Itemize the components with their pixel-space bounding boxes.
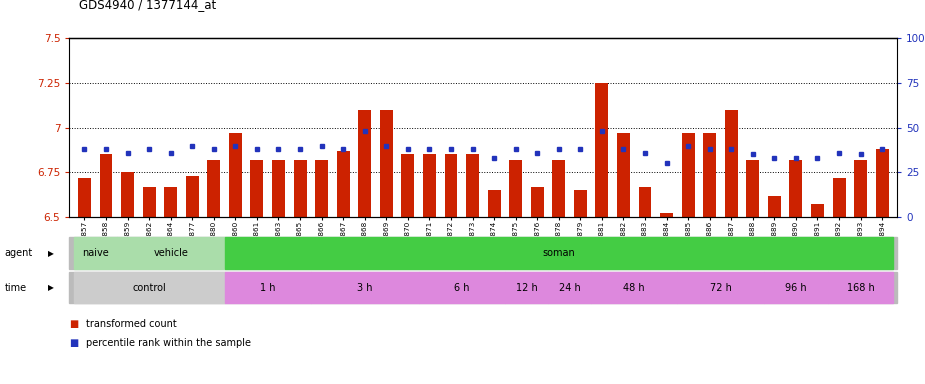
Bar [293,160,306,217]
Bar [617,133,630,217]
Bar [746,160,759,217]
Bar [165,187,178,217]
Text: 48 h: 48 h [623,283,645,293]
Bar [380,110,393,217]
Bar [228,133,241,217]
Bar [531,187,544,217]
Text: 6 h: 6 h [454,283,470,293]
Text: ▶: ▶ [48,283,54,292]
Text: ■: ■ [69,319,79,329]
Bar [876,149,889,217]
Bar [638,187,651,217]
Text: GDS4940 / 1377144_at: GDS4940 / 1377144_at [79,0,216,12]
Bar [811,204,824,217]
Bar [207,160,220,217]
Text: 24 h: 24 h [559,283,580,293]
Bar [423,154,436,217]
Text: 12 h: 12 h [515,283,537,293]
Bar [768,195,781,217]
Text: agent: agent [5,248,33,258]
Bar [251,160,264,217]
Bar [100,154,113,217]
Bar [682,133,695,217]
Bar [78,178,91,217]
Text: 72 h: 72 h [709,283,732,293]
Text: naive: naive [82,248,108,258]
Bar [703,133,716,217]
Bar [358,110,371,217]
Bar [854,160,867,217]
Bar [186,176,199,217]
Bar [660,214,673,217]
Text: 168 h: 168 h [846,283,874,293]
Text: 1 h: 1 h [260,283,276,293]
Bar [121,172,134,217]
Text: 96 h: 96 h [785,283,807,293]
Text: 3 h: 3 h [357,283,373,293]
Text: percentile rank within the sample: percentile rank within the sample [86,338,251,348]
Bar [337,151,350,217]
Text: transformed count: transformed count [86,319,177,329]
Bar [596,83,609,217]
Bar [725,110,738,217]
Text: ▶: ▶ [48,248,54,258]
Bar [552,160,565,217]
Text: vehicle: vehicle [154,248,188,258]
Bar [832,178,845,217]
Bar [789,160,802,217]
Bar [574,190,586,217]
Text: soman: soman [542,248,575,258]
Text: time: time [5,283,27,293]
Text: control: control [132,283,166,293]
Bar [466,154,479,217]
Bar [401,154,414,217]
Bar [487,190,500,217]
Bar [272,160,285,217]
Bar [315,160,328,217]
Text: ■: ■ [69,338,79,348]
Bar [509,160,522,217]
Bar [445,154,458,217]
Bar [142,187,155,217]
